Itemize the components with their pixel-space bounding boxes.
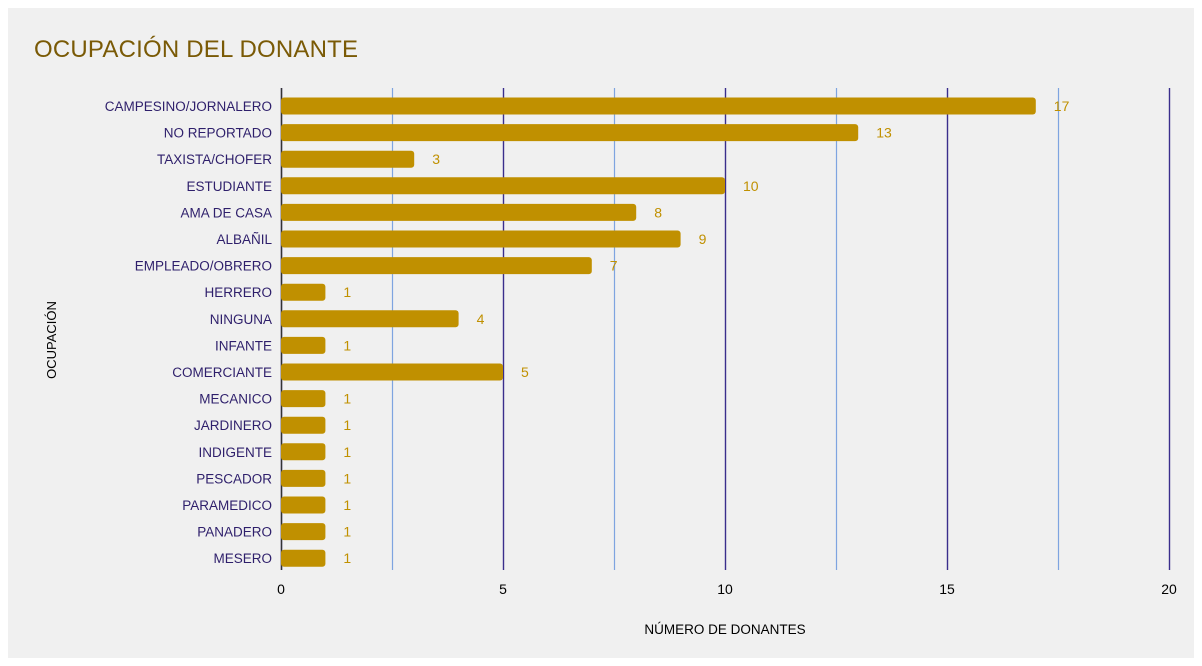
value-label: 1 [343, 444, 351, 460]
category-label: CAMPESINO/JORNALERO [105, 99, 272, 114]
bar [281, 257, 592, 275]
x-tick-label: 10 [717, 581, 733, 597]
category-label: COMERCIANTE [172, 365, 272, 380]
bar [281, 443, 326, 461]
bar [281, 496, 326, 514]
value-label: 4 [477, 311, 485, 327]
value-label: 1 [343, 391, 351, 407]
value-label: 8 [654, 204, 662, 220]
bar [281, 283, 326, 301]
category-label: MECANICO [199, 392, 272, 407]
category-label: TAXISTA/CHOFER [157, 152, 272, 167]
bar [281, 97, 1036, 115]
value-label: 5 [521, 364, 529, 380]
value-label: 1 [343, 284, 351, 300]
value-label: 1 [343, 337, 351, 353]
chart-title: OCUPACIÓN DEL DONANTE [34, 36, 359, 63]
bar [281, 363, 503, 381]
category-label: PANADERO [197, 525, 272, 540]
value-label: 1 [343, 497, 351, 513]
bar [281, 124, 859, 142]
bar [281, 230, 681, 248]
category-label: PARAMEDICO [182, 498, 272, 513]
value-label: 9 [699, 231, 707, 247]
category-label: NO REPORTADO [164, 126, 272, 141]
chart-panel [8, 8, 1194, 658]
x-tick-label: 20 [1161, 581, 1177, 597]
category-label: NINGUNA [210, 312, 272, 327]
value-label: 1 [343, 524, 351, 540]
bar [281, 150, 415, 168]
category-label: JARDINERO [194, 418, 272, 433]
category-label: HERRERO [204, 285, 272, 300]
bar [281, 416, 326, 434]
bar [281, 310, 459, 328]
value-label: 1 [343, 550, 351, 566]
y-axis-label: OCUPACIÓN [44, 301, 59, 379]
category-label: MESERO [213, 551, 272, 566]
value-label: 3 [432, 151, 440, 167]
x-axis-label: NÚMERO DE DONANTES [644, 622, 805, 637]
bar [281, 549, 326, 567]
bar [281, 177, 725, 195]
category-label: EMPLEADO/OBRERO [135, 259, 272, 274]
category-label: ESTUDIANTE [186, 179, 272, 194]
value-label: 17 [1054, 98, 1070, 114]
x-tick-label: 5 [499, 581, 507, 597]
category-label: ALBAÑIL [216, 232, 272, 247]
value-label: 1 [343, 417, 351, 433]
category-label: INDIGENTE [198, 445, 272, 460]
x-tick-label: 15 [939, 581, 955, 597]
bar [281, 390, 326, 408]
bar [281, 336, 326, 354]
category-label: INFANTE [215, 338, 272, 353]
x-tick-label: 0 [277, 581, 285, 597]
value-label: 10 [743, 178, 759, 194]
category-label: PESCADOR [196, 471, 272, 486]
value-label: 13 [876, 125, 892, 141]
value-label: 7 [610, 258, 618, 274]
bar [281, 203, 637, 221]
value-label: 1 [343, 470, 351, 486]
bar [281, 469, 326, 487]
bar [281, 523, 326, 541]
category-label: AMA DE CASA [180, 205, 272, 220]
